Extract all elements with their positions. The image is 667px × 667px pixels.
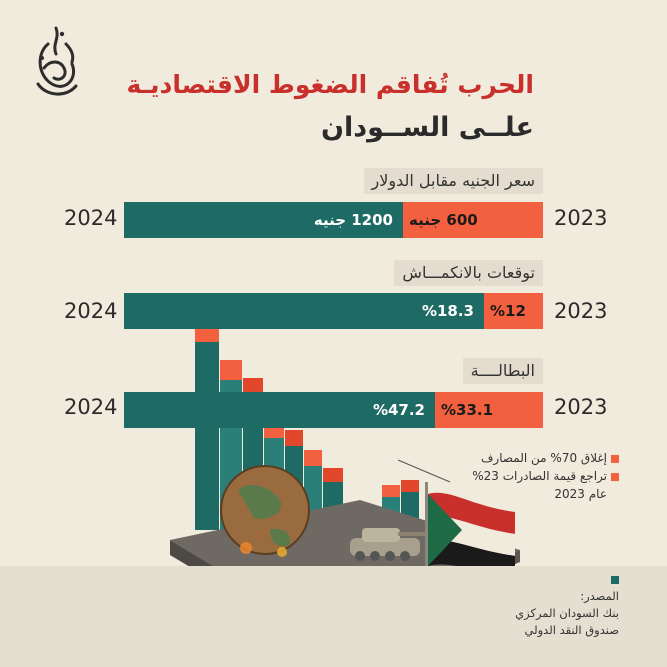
section-label-contraction: توقعات بالانكمـــاش bbox=[394, 260, 543, 286]
tank-icon bbox=[350, 528, 432, 561]
bar-exchange-rate: 1200 جنيه 600 جنيه bbox=[124, 202, 543, 238]
source: المصدر: بنك السودان المركزي صندوق النقد … bbox=[515, 576, 619, 639]
title-line-1: الحرب تُفاقم الضغوط الاقتصاديـة bbox=[126, 70, 534, 99]
year-label-left: 2024 bbox=[64, 395, 118, 419]
data-label-2024: 1200 جنيه bbox=[313, 211, 393, 229]
year-label-right: 2023 bbox=[554, 395, 608, 419]
note-text: إغلاق 70% من المصارف bbox=[480, 451, 607, 465]
bar-segment-2024: %18.3 bbox=[124, 293, 484, 329]
note-year: عام 2023 bbox=[554, 487, 607, 501]
footer-band bbox=[0, 566, 667, 667]
bar-segment-2023: %33.1 bbox=[435, 392, 543, 428]
title-line-2: علــى الســودان bbox=[320, 112, 534, 143]
section-label-unemployment: البطالــــة bbox=[462, 358, 543, 384]
note-item: إغلاق 70% من المصارف bbox=[472, 451, 619, 465]
year-label-left: 2024 bbox=[64, 299, 118, 323]
note-item: تراجع قيمة الصادرات 23% bbox=[472, 469, 619, 483]
year-label-right: 2023 bbox=[554, 299, 608, 323]
source-line: بنك السودان المركزي bbox=[515, 606, 619, 620]
aljazeera-logo-icon bbox=[36, 26, 78, 96]
bar-unemployment: %47.2 %33.1 bbox=[124, 392, 543, 428]
data-label-2024: %18.3 bbox=[421, 302, 474, 320]
data-label-2024: %47.2 bbox=[372, 401, 425, 419]
section-label-exchange-rate: سعر الجنيه مقابل الدولار bbox=[363, 168, 543, 194]
bar-segment-2023: %12 bbox=[484, 293, 543, 329]
bar-contraction: %18.3 %12 bbox=[124, 293, 543, 329]
note-marker-icon bbox=[611, 473, 619, 481]
note-marker-icon bbox=[611, 455, 619, 463]
source-line: صندوق النقد الدولي bbox=[524, 623, 619, 637]
notes: إغلاق 70% من المصارف تراجع قيمة الصادرات… bbox=[472, 451, 619, 501]
bar-segment-2024: %47.2 bbox=[124, 392, 435, 428]
data-label-2023: 600 جنيه bbox=[409, 211, 478, 229]
bar-segment-2023: 600 جنيه bbox=[403, 202, 543, 238]
note-text: تراجع قيمة الصادرات 23% bbox=[472, 469, 607, 483]
source-title: المصدر: bbox=[580, 589, 619, 603]
source-marker-icon bbox=[611, 576, 619, 584]
data-label-2023: %12 bbox=[490, 302, 526, 320]
data-label-2023: %33.1 bbox=[441, 401, 494, 419]
year-label-right: 2023 bbox=[554, 206, 608, 230]
year-label-left: 2024 bbox=[64, 206, 118, 230]
bar-segment-2024: 1200 جنيه bbox=[124, 202, 403, 238]
